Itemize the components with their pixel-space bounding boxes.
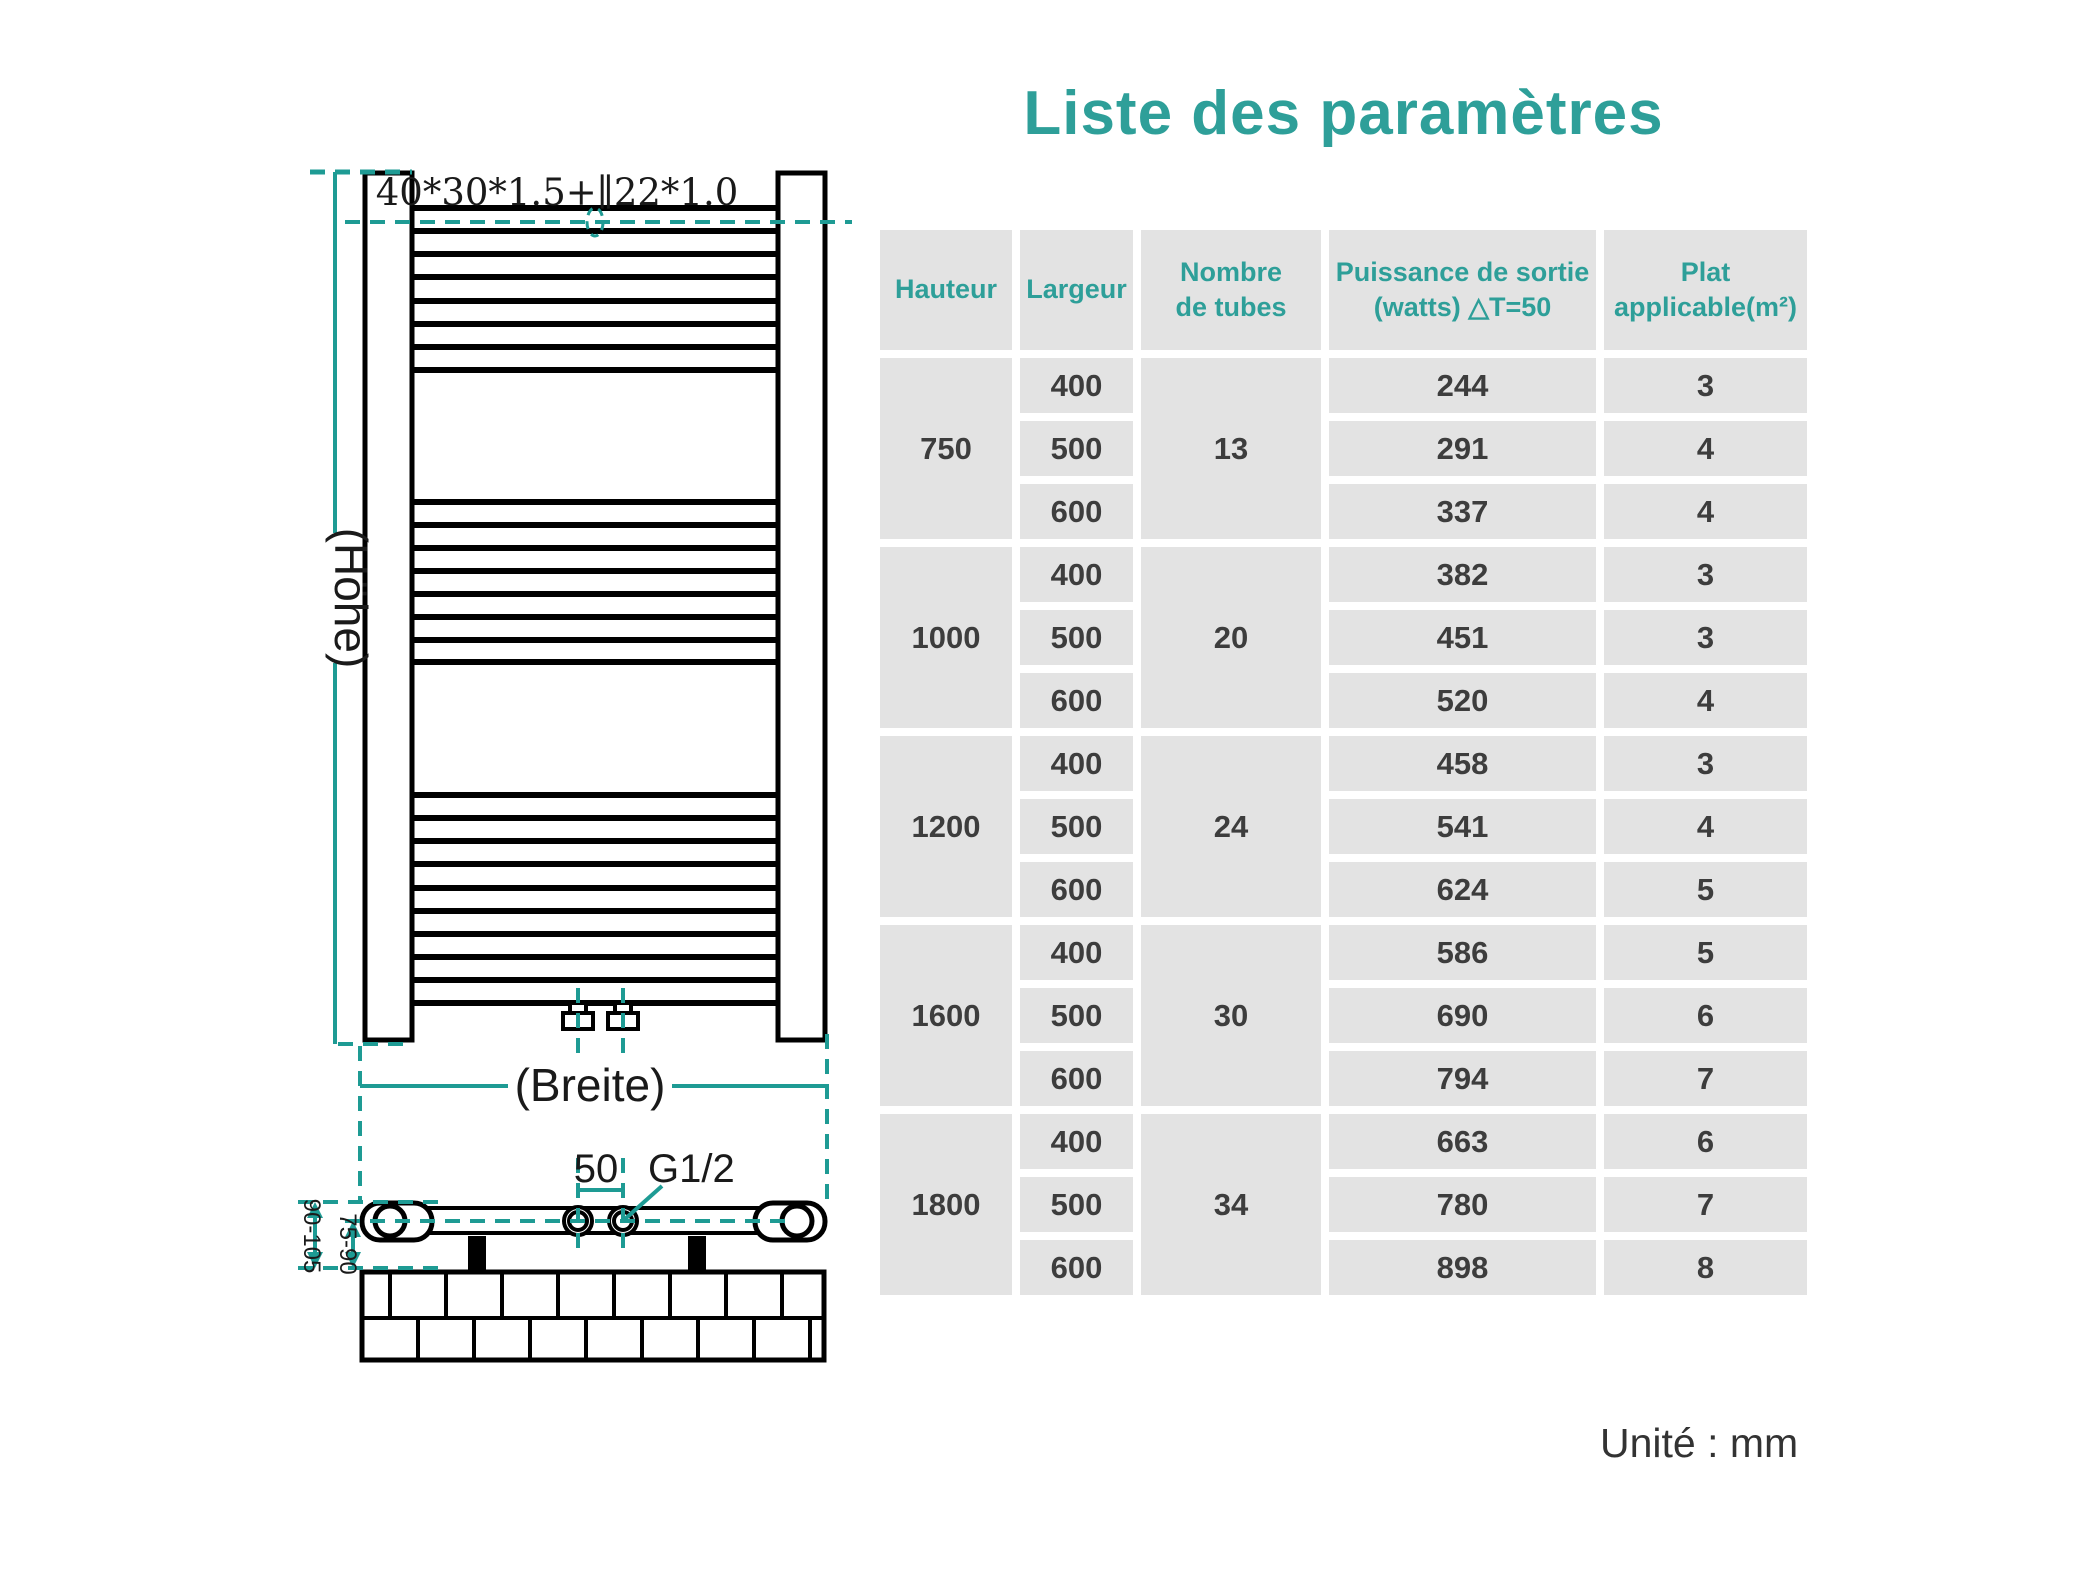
hauteur-cell: 750: [880, 358, 1012, 539]
puissance-cell: 337: [1329, 484, 1596, 539]
largeur-cell: 600: [1020, 1240, 1133, 1295]
outer-offset-label: 90-105: [298, 1199, 325, 1274]
support-left: [468, 1236, 486, 1274]
header-plat: Plat applicable(m²): [1604, 230, 1807, 350]
header-tubes: Nombre de tubes: [1141, 230, 1321, 350]
puissance-cell: 624: [1329, 862, 1596, 917]
hauteur-cell: 1000: [880, 547, 1012, 728]
largeur-cell: 400: [1020, 1114, 1133, 1169]
plat-cell: 6: [1604, 1114, 1807, 1169]
largeur-cell: 500: [1020, 988, 1133, 1043]
plat-cell: 3: [1604, 610, 1807, 665]
largeur-cell: 400: [1020, 736, 1133, 791]
breite-dimension: [358, 1034, 829, 1204]
largeur-cell: 500: [1020, 799, 1133, 854]
plat-cell: 4: [1604, 673, 1807, 728]
plat-cell: 3: [1604, 358, 1807, 413]
plat-cell: 3: [1604, 547, 1807, 602]
tubes-cell: 13: [1141, 358, 1321, 539]
puissance-cell: 520: [1329, 673, 1596, 728]
puissance-cell: 458: [1329, 736, 1596, 791]
plat-cell: 6: [1604, 988, 1807, 1043]
plat-cell: 8: [1604, 1240, 1807, 1295]
largeur-cell: 500: [1020, 421, 1133, 476]
puissance-cell: 382: [1329, 547, 1596, 602]
header-largeur: Largeur: [1020, 230, 1133, 350]
largeur-cell: 400: [1020, 547, 1133, 602]
puissance-cell: 690: [1329, 988, 1596, 1043]
plat-cell: 4: [1604, 421, 1807, 476]
hoehe-label: (Höhe): [325, 528, 377, 669]
plat-cell: 4: [1604, 484, 1807, 539]
largeur-cell: 400: [1020, 925, 1133, 980]
page-title: Liste des paramètres: [1023, 79, 1664, 148]
header-puissance: Puissance de sortie (watts) △T=50: [1329, 230, 1596, 350]
tube-spec-label: 40*30*1.5+∥22*1.0: [376, 171, 739, 214]
tube-section-ellipse: [585, 206, 605, 238]
breite-label: (Breite): [515, 1059, 666, 1111]
thread-label: G1/2: [648, 1147, 735, 1191]
largeur-cell: 500: [1020, 1177, 1133, 1232]
puissance-cell: 663: [1329, 1114, 1596, 1169]
plat-cell: 5: [1604, 862, 1807, 917]
puissance-cell: 451: [1329, 610, 1596, 665]
puissance-cell: 586: [1329, 925, 1596, 980]
plat-cell: 4: [1604, 799, 1807, 854]
tubes-cell: 20: [1141, 547, 1321, 728]
plat-cell: 7: [1604, 1051, 1807, 1106]
left-rail: [362, 170, 415, 1043]
puissance-cell: 898: [1329, 1240, 1596, 1295]
unit-note: Unité : mm: [1600, 1420, 1799, 1466]
tube-group-middle: [412, 499, 778, 665]
pitch-label: 50: [574, 1147, 619, 1191]
largeur-cell: 400: [1020, 358, 1133, 413]
largeur-cell: 600: [1020, 673, 1133, 728]
brick-wall: [359, 1269, 827, 1363]
offset-dimensions: [307, 1202, 361, 1268]
tubes-cell: 24: [1141, 736, 1321, 917]
largeur-cell: 600: [1020, 484, 1133, 539]
parameter-table: Hauteur Largeur Nombre de tubes Puissanc…: [880, 230, 1807, 1295]
plat-cell: 7: [1604, 1177, 1807, 1232]
support-right: [688, 1236, 706, 1274]
inner-offset-label: 75-90: [334, 1213, 361, 1274]
tube-group-bottom: [412, 792, 778, 1006]
largeur-cell: 500: [1020, 610, 1133, 665]
tube-group-top: [412, 205, 778, 373]
largeur-cell: 600: [1020, 862, 1133, 917]
largeur-cell: 600: [1020, 1051, 1133, 1106]
tubes-cell: 30: [1141, 925, 1321, 1106]
right-bracket-hole: [779, 1203, 815, 1239]
g12-leader: [623, 1184, 664, 1221]
plat-cell: 5: [1604, 925, 1807, 980]
plat-cell: 3: [1604, 736, 1807, 791]
valve-connectors: [561, 1001, 640, 1031]
puissance-cell: 541: [1329, 799, 1596, 854]
puissance-cell: 291: [1329, 421, 1596, 476]
puissance-cell: 244: [1329, 358, 1596, 413]
right-rail: [775, 170, 828, 1043]
hoehe-dimension: [310, 169, 412, 1046]
puissance-cell: 794: [1329, 1051, 1596, 1106]
puissance-cell: 780: [1329, 1177, 1596, 1232]
hauteur-cell: 1800: [880, 1114, 1012, 1295]
tubes-cell: 34: [1141, 1114, 1321, 1295]
header-hauteur: Hauteur: [880, 230, 1012, 350]
hauteur-cell: 1600: [880, 925, 1012, 1106]
hauteur-cell: 1200: [880, 736, 1012, 917]
